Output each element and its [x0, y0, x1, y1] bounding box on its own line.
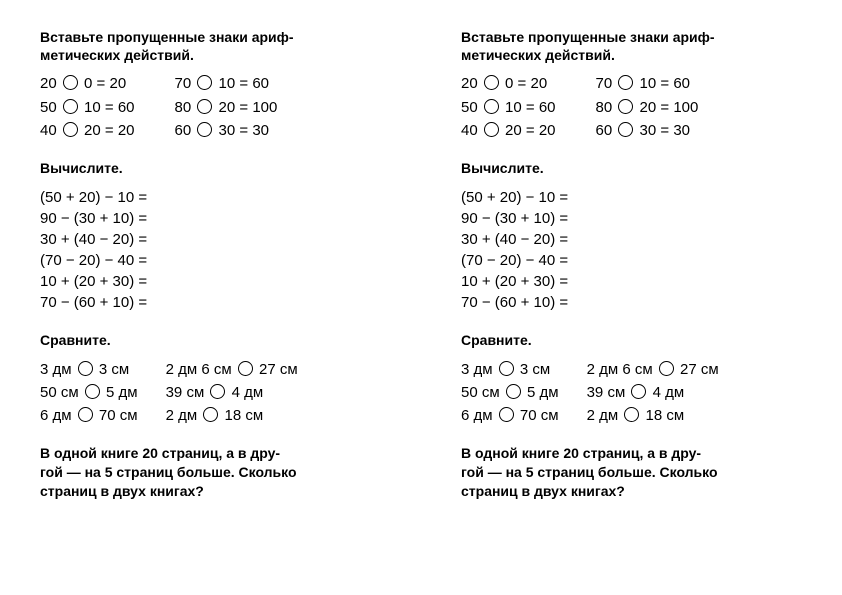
section1-equations: 20 0 = 20 50 10 = 60 40 20 = 20 70 10 = …: [461, 74, 812, 141]
calc-line: (50 + 20) − 10 =: [40, 187, 391, 208]
blank-circle[interactable]: [499, 407, 514, 422]
section2-list: (50 + 20) − 10 = 90 − (30 + 10) = 30 + (…: [461, 187, 812, 313]
section1-equations: 20 0 = 20 50 10 = 60 40 20 = 20 70 10 = …: [40, 74, 391, 141]
calc-line: (70 − 20) − 40 =: [461, 250, 812, 271]
blank-circle[interactable]: [618, 75, 633, 90]
eq-row: 60 30 = 30: [175, 121, 278, 141]
cmp-row: 6 дм 70 см: [40, 406, 138, 426]
blank-circle[interactable]: [63, 99, 78, 114]
cmp-row: 50 см 5 дм: [40, 383, 138, 403]
section1-title: Вставьте пропущенные знаки ариф-метическ…: [461, 28, 812, 64]
blank-circle[interactable]: [197, 99, 212, 114]
cmp-row: 3 дм 3 см: [40, 360, 138, 380]
worksheet-right: Вставьте пропущенные знаки ариф-метическ…: [421, 0, 842, 595]
blank-circle[interactable]: [238, 361, 253, 376]
calc-line: 30 + (40 − 20) =: [461, 229, 812, 250]
eq-row: 60 30 = 30: [596, 121, 699, 141]
eq-row: 50 10 = 60: [461, 98, 556, 118]
calc-line: 70 − (60 + 10) =: [40, 292, 391, 313]
blank-circle[interactable]: [624, 407, 639, 422]
blank-circle[interactable]: [484, 99, 499, 114]
blank-circle[interactable]: [197, 75, 212, 90]
eq-row: 80 20 = 100: [175, 98, 278, 118]
blank-circle[interactable]: [484, 75, 499, 90]
section3-compare: 3 дм 3 см 50 см 5 дм 6 дм 70 см 2 дм 6 с…: [461, 360, 812, 427]
cmp-row: 39 см 4 дм: [166, 383, 298, 403]
section2-list: (50 + 20) − 10 = 90 − (30 + 10) = 30 + (…: [40, 187, 391, 313]
blank-circle[interactable]: [78, 407, 93, 422]
cmp-row: 50 см 5 дм: [461, 383, 559, 403]
blank-circle[interactable]: [197, 122, 212, 137]
eq-row: 20 0 = 20: [461, 74, 556, 94]
cmp-row: 2 дм 18 см: [166, 406, 298, 426]
blank-circle[interactable]: [506, 384, 521, 399]
calc-line: (70 − 20) − 40 =: [40, 250, 391, 271]
eq-row: 70 10 = 60: [596, 74, 699, 94]
eq-row: 70 10 = 60: [175, 74, 278, 94]
blank-circle[interactable]: [618, 99, 633, 114]
section1-right-col: 70 10 = 60 80 20 = 100 60 30 = 30: [596, 74, 699, 141]
blank-circle[interactable]: [631, 384, 646, 399]
section3-title: Сравните.: [461, 331, 812, 349]
eq-row: 80 20 = 100: [596, 98, 699, 118]
cmp-row: 3 дм 3 см: [461, 360, 559, 380]
blank-circle[interactable]: [63, 122, 78, 137]
eq-row: 40 20 = 20: [461, 121, 556, 141]
section2-title: Вычислите.: [40, 159, 391, 177]
calc-line: (50 + 20) − 10 =: [461, 187, 812, 208]
calc-line: 70 − (60 + 10) =: [461, 292, 812, 313]
blank-circle[interactable]: [203, 407, 218, 422]
section1-left-col: 20 0 = 20 50 10 = 60 40 20 = 20: [461, 74, 556, 141]
section2-title: Вычислите.: [461, 159, 812, 177]
section3-left-col: 3 дм 3 см 50 см 5 дм 6 дм 70 см: [461, 360, 559, 427]
eq-row: 40 20 = 20: [40, 121, 135, 141]
cmp-row: 2 дм 6 см 27 см: [166, 360, 298, 380]
cmp-row: 2 дм 18 см: [587, 406, 719, 426]
calc-line: 10 + (20 + 30) =: [40, 271, 391, 292]
eq-row: 50 10 = 60: [40, 98, 135, 118]
blank-circle[interactable]: [499, 361, 514, 376]
cmp-row: 39 см 4 дм: [587, 383, 719, 403]
calc-line: 90 − (30 + 10) =: [40, 208, 391, 229]
section1-right-col: 70 10 = 60 80 20 = 100 60 30 = 30: [175, 74, 278, 141]
section3-right-col: 2 дм 6 см 27 см 39 см 4 дм 2 дм 18 см: [587, 360, 719, 427]
blank-circle[interactable]: [85, 384, 100, 399]
section4-text: В одной книге 20 страниц, а в дру-гой — …: [461, 444, 812, 501]
blank-circle[interactable]: [63, 75, 78, 90]
section3-right-col: 2 дм 6 см 27 см 39 см 4 дм 2 дм 18 см: [166, 360, 298, 427]
blank-circle[interactable]: [78, 361, 93, 376]
calc-line: 30 + (40 − 20) =: [40, 229, 391, 250]
section3-left-col: 3 дм 3 см 50 см 5 дм 6 дм 70 см: [40, 360, 138, 427]
blank-circle[interactable]: [659, 361, 674, 376]
worksheet-left: Вставьте пропущенные знаки ариф-метическ…: [0, 0, 421, 595]
section3-compare: 3 дм 3 см 50 см 5 дм 6 дм 70 см 2 дм 6 с…: [40, 360, 391, 427]
section1-title: Вставьте пропущенные знаки ариф-метическ…: [40, 28, 391, 64]
eq-row: 20 0 = 20: [40, 74, 135, 94]
cmp-row: 6 дм 70 см: [461, 406, 559, 426]
calc-line: 90 − (30 + 10) =: [461, 208, 812, 229]
blank-circle[interactable]: [484, 122, 499, 137]
calc-line: 10 + (20 + 30) =: [461, 271, 812, 292]
blank-circle[interactable]: [618, 122, 633, 137]
cmp-row: 2 дм 6 см 27 см: [587, 360, 719, 380]
section1-left-col: 20 0 = 20 50 10 = 60 40 20 = 20: [40, 74, 135, 141]
section4-text: В одной книге 20 страниц, а в дру-гой — …: [40, 444, 391, 501]
section3-title: Сравните.: [40, 331, 391, 349]
blank-circle[interactable]: [210, 384, 225, 399]
